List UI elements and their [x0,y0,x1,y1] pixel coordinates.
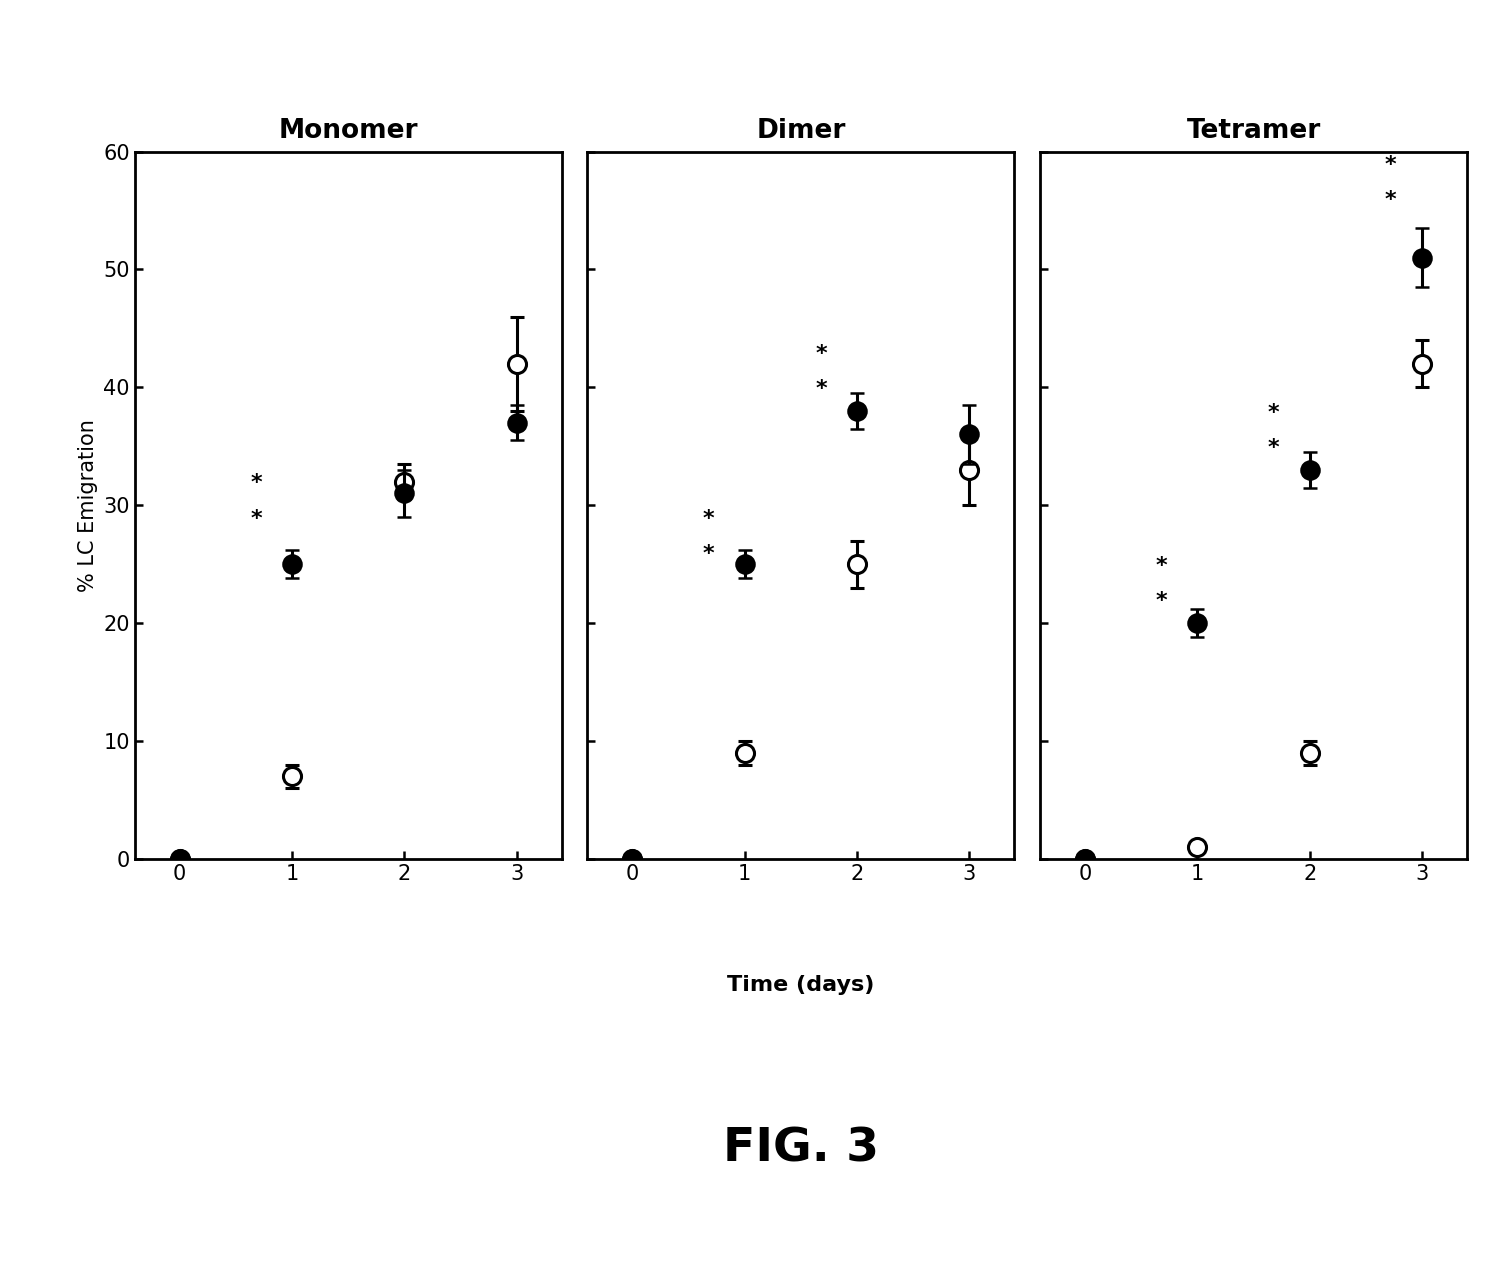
Text: *: * [704,544,714,565]
Text: *: * [250,474,262,494]
Text: *: * [1156,556,1168,576]
Text: Time (days): Time (days) [728,975,874,995]
Text: *: * [1385,191,1397,211]
Text: FIG. 3: FIG. 3 [723,1127,879,1172]
Title: Dimer: Dimer [756,117,846,144]
Text: *: * [1268,438,1280,458]
Text: *: * [250,509,262,529]
Y-axis label: % LC Emigration: % LC Emigration [78,419,97,591]
Text: *: * [816,379,826,399]
Title: Monomer: Monomer [278,117,418,144]
Text: *: * [816,344,826,364]
Text: *: * [1385,155,1397,176]
Text: *: * [1268,403,1280,423]
Title: Tetramer: Tetramer [1187,117,1320,144]
Text: *: * [704,509,714,529]
Text: *: * [1156,591,1168,611]
